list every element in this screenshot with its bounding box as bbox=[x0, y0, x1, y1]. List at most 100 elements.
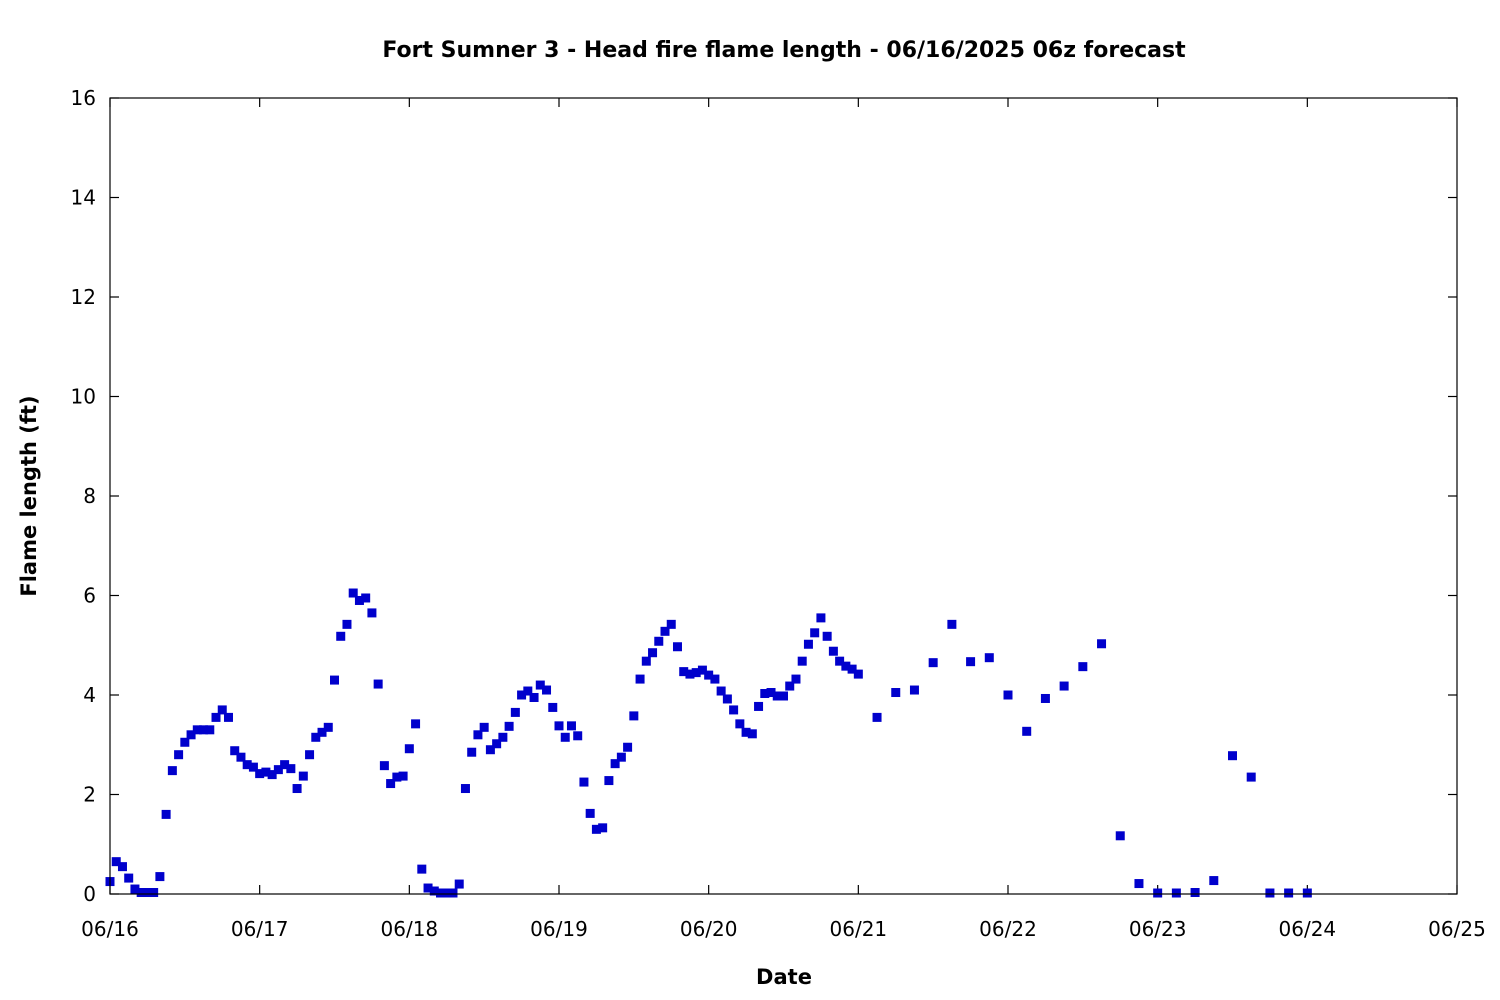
data-point bbox=[604, 776, 614, 786]
data-point bbox=[460, 784, 470, 794]
data-point bbox=[672, 642, 682, 652]
data-point bbox=[828, 646, 838, 656]
data-point bbox=[211, 712, 221, 722]
data-point bbox=[803, 639, 813, 649]
data-point bbox=[192, 725, 202, 735]
data-point bbox=[517, 690, 527, 700]
data-point bbox=[317, 727, 327, 737]
data-point bbox=[223, 712, 233, 722]
y-tick-label: 10 bbox=[71, 385, 96, 409]
data-point bbox=[261, 767, 271, 777]
data-point bbox=[161, 809, 171, 819]
data-point bbox=[136, 888, 146, 898]
tick-labels: 0 2 4 6 8 10 12 14 16 06/16 06/17 06/18 06/19 06/20 06… bbox=[71, 86, 1486, 941]
data-point bbox=[392, 772, 402, 782]
data-point bbox=[754, 701, 764, 711]
data-point bbox=[473, 730, 483, 740]
data-point bbox=[429, 886, 439, 896]
data-point bbox=[348, 588, 358, 598]
data-point bbox=[142, 888, 152, 898]
data-point bbox=[523, 686, 533, 696]
data-point bbox=[1115, 831, 1125, 841]
data-point bbox=[542, 685, 552, 695]
data-point bbox=[1284, 888, 1294, 898]
data-point bbox=[442, 888, 452, 898]
x-tick-label: 06/19 bbox=[530, 917, 588, 941]
x-tick-label: 06/21 bbox=[830, 917, 888, 941]
data-point bbox=[735, 719, 745, 729]
x-tick-label: 06/25 bbox=[1428, 917, 1486, 941]
data-point bbox=[217, 705, 227, 715]
data-point bbox=[411, 719, 421, 729]
data-point bbox=[947, 619, 957, 629]
data-point bbox=[766, 688, 776, 698]
data-point bbox=[1059, 681, 1069, 691]
data-point bbox=[847, 664, 857, 674]
data-point bbox=[691, 668, 701, 678]
data-point bbox=[704, 670, 714, 680]
data-point bbox=[785, 681, 795, 691]
data-point bbox=[367, 608, 377, 618]
data-point bbox=[1078, 662, 1088, 672]
data-point bbox=[242, 760, 252, 770]
data-point bbox=[729, 705, 739, 715]
data-point bbox=[779, 691, 788, 701]
data-point bbox=[816, 613, 826, 623]
data-point bbox=[1190, 888, 1200, 898]
data-point bbox=[330, 675, 339, 685]
data-point bbox=[579, 777, 589, 787]
data-point bbox=[610, 759, 620, 769]
data-point bbox=[423, 883, 433, 893]
data-point bbox=[598, 823, 608, 833]
data-point bbox=[835, 656, 845, 666]
y-tick-label: 16 bbox=[71, 86, 96, 110]
data-point bbox=[928, 658, 938, 668]
x-tick-label: 06/20 bbox=[680, 917, 738, 941]
y-tick-label: 14 bbox=[71, 186, 96, 210]
data-point bbox=[174, 750, 184, 760]
data-point bbox=[560, 732, 570, 742]
data-point bbox=[679, 667, 689, 677]
data-point bbox=[710, 674, 720, 684]
data-point bbox=[1134, 879, 1144, 889]
data-point bbox=[386, 779, 396, 789]
data-point bbox=[130, 884, 140, 894]
y-tick-label: 2 bbox=[83, 783, 96, 807]
data-point bbox=[585, 808, 595, 818]
data-point bbox=[155, 872, 165, 882]
data-point bbox=[1171, 888, 1181, 898]
data-point bbox=[797, 656, 807, 666]
data-point bbox=[398, 771, 408, 781]
data-point bbox=[504, 721, 514, 731]
data-point bbox=[167, 766, 177, 776]
x-tick-label: 06/18 bbox=[381, 917, 439, 941]
chart-title: Fort Sumner 3 - Head fire flame length -… bbox=[382, 38, 1186, 63]
data-point bbox=[641, 656, 651, 666]
data-point bbox=[909, 685, 919, 695]
data-point bbox=[404, 744, 414, 754]
data-point bbox=[236, 752, 246, 762]
data-point bbox=[891, 688, 901, 698]
data-point bbox=[654, 636, 664, 646]
data-point bbox=[323, 722, 333, 732]
data-point bbox=[616, 752, 626, 762]
data-points bbox=[105, 588, 1312, 898]
y-tick-label: 8 bbox=[83, 484, 96, 508]
data-point bbox=[255, 769, 265, 779]
data-point bbox=[354, 595, 364, 605]
data-point bbox=[342, 619, 352, 629]
data-point bbox=[286, 764, 296, 774]
data-point bbox=[660, 626, 670, 636]
data-point bbox=[361, 593, 371, 603]
data-point bbox=[648, 648, 658, 658]
data-point bbox=[292, 784, 302, 794]
x-tick-label: 06/17 bbox=[231, 917, 289, 941]
data-point bbox=[149, 888, 159, 898]
data-point bbox=[485, 745, 495, 755]
data-point bbox=[305, 750, 315, 760]
data-point bbox=[510, 707, 520, 717]
y-tick-label: 6 bbox=[83, 584, 96, 608]
data-point bbox=[205, 725, 215, 735]
data-point bbox=[772, 691, 782, 701]
